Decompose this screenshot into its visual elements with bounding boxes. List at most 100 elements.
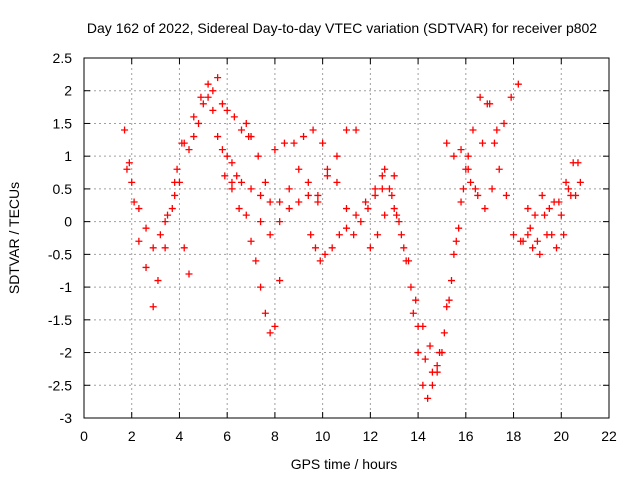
x-tick-label: 16 [458, 428, 474, 444]
data-point [450, 152, 458, 160]
data-point [572, 191, 580, 199]
x-tick-label: 22 [601, 428, 617, 444]
data-point [149, 244, 157, 252]
data-point [514, 80, 522, 88]
data-point [323, 165, 331, 173]
data-point [474, 191, 482, 199]
data-point [519, 237, 527, 245]
data-point [223, 152, 231, 160]
data-point [436, 349, 444, 357]
data-point [254, 152, 262, 160]
data-point [304, 178, 312, 186]
y-tick-label: -1.5 [48, 312, 72, 328]
x-tick-label: 0 [80, 428, 88, 444]
data-point [316, 257, 324, 265]
data-point [252, 257, 260, 265]
data-point [538, 191, 546, 199]
data-point [130, 198, 138, 206]
data-point [266, 329, 274, 337]
data-point [464, 152, 472, 160]
data-point [209, 106, 217, 114]
data-point [135, 237, 143, 245]
data-point [285, 185, 293, 193]
data-point [553, 244, 560, 252]
data-point [419, 322, 427, 330]
x-tick-label: 10 [315, 428, 331, 444]
data-point [433, 362, 441, 370]
data-point [576, 178, 584, 186]
data-point [121, 126, 129, 134]
data-point [185, 146, 193, 154]
data-point [149, 303, 157, 311]
data-point [443, 139, 451, 147]
x-tick-label: 12 [363, 428, 379, 444]
data-point [311, 244, 319, 252]
data-point [381, 211, 389, 219]
y-tick-label: -2 [60, 345, 73, 361]
data-point [209, 87, 217, 95]
data-point [550, 198, 558, 206]
data-point [276, 198, 284, 206]
series-s10 [366, 185, 467, 402]
data-point [488, 185, 496, 193]
data-point [161, 218, 169, 226]
data-point [123, 165, 131, 173]
data-point [261, 309, 269, 317]
data-point [419, 381, 427, 389]
data-point [352, 211, 360, 219]
data-point [467, 178, 475, 186]
data-point [352, 126, 360, 134]
chart-title: Day 162 of 2022, Sidereal Day-to-day VTE… [87, 20, 597, 36]
data-point [319, 139, 327, 147]
data-point [173, 165, 181, 173]
data-point [366, 244, 374, 252]
data-point [452, 237, 460, 245]
data-point [242, 119, 250, 127]
data-point [493, 126, 501, 134]
data-point [343, 224, 350, 232]
data-point [541, 211, 549, 219]
data-point [536, 250, 544, 258]
data-point [545, 205, 553, 213]
data-point [448, 277, 455, 285]
data-point [362, 198, 370, 206]
data-point [161, 244, 169, 252]
data-point [190, 113, 198, 121]
data-point [128, 178, 136, 186]
data-point [307, 231, 315, 239]
data-point [214, 74, 222, 82]
data-point [228, 159, 236, 167]
data-point [323, 172, 331, 180]
y-tick-label: -3 [60, 410, 73, 426]
data-point [271, 322, 279, 330]
data-point [490, 139, 498, 147]
data-point [164, 211, 172, 219]
data-point [257, 191, 265, 199]
data-point [343, 205, 350, 213]
data-point [180, 244, 188, 252]
data-point [407, 283, 415, 291]
data-point [421, 355, 429, 363]
data-point [414, 349, 422, 357]
data-point [390, 172, 398, 180]
data-point [257, 283, 265, 291]
data-point [412, 296, 420, 304]
data-point [218, 146, 226, 154]
data-point [295, 165, 303, 173]
data-point [154, 277, 162, 285]
data-point [197, 93, 205, 101]
data-point [400, 244, 408, 252]
data-point [524, 231, 532, 239]
data-point [156, 231, 164, 239]
data-point [443, 303, 451, 311]
data-point [280, 139, 288, 147]
x-tick-label: 8 [271, 428, 279, 444]
data-point [199, 100, 207, 108]
data-point [574, 159, 582, 167]
data-point [364, 205, 372, 213]
data-point [424, 394, 432, 402]
data-point [526, 224, 534, 232]
data-point [185, 270, 193, 278]
data-point [214, 133, 222, 141]
data-point [233, 172, 241, 180]
